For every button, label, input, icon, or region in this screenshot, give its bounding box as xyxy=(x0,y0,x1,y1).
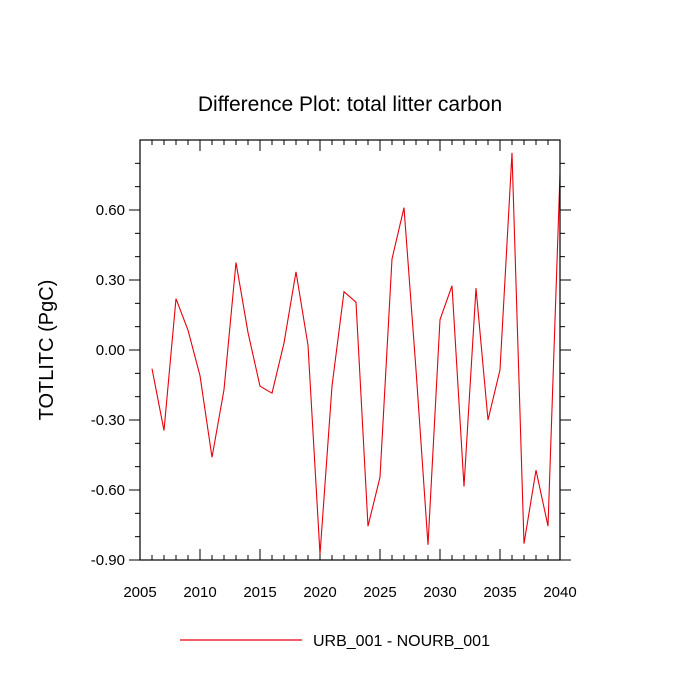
y-tick-label: -0.30 xyxy=(91,412,125,429)
y-tick-label: -0.90 xyxy=(91,552,125,569)
y-tick-label: 0.60 xyxy=(96,202,125,219)
y-tick-label: -0.60 xyxy=(91,482,125,499)
plot-frame xyxy=(139,139,561,561)
x-tick-label: 2035 xyxy=(483,584,516,601)
x-tick-label: 2005 xyxy=(123,584,156,601)
series-line xyxy=(151,152,561,555)
x-tick-label: 2020 xyxy=(303,584,336,601)
x-tick-label: 2040 xyxy=(543,584,576,601)
x-tick-label: 2030 xyxy=(423,584,456,601)
y-axis-label: TOTLITC (PgC) xyxy=(36,280,58,421)
x-tick-label: 2010 xyxy=(183,584,216,601)
x-tick-label: 2015 xyxy=(243,584,276,601)
chart-title: Difference Plot: total litter carbon xyxy=(198,93,502,116)
legend-label: URB_001 - NOURB_001 xyxy=(313,633,490,650)
legend: URB_001 - NOURB_001 xyxy=(180,633,490,650)
y-tick-label: 0.30 xyxy=(96,272,125,289)
series-layer xyxy=(151,152,561,555)
axis-ticks: 2005 2010 2015 2020 2025 2030 2035 2040 -0.90 -0.… xyxy=(91,140,577,601)
x-tick-label: 2025 xyxy=(363,584,396,601)
y-tick-label: 0.00 xyxy=(96,342,125,359)
